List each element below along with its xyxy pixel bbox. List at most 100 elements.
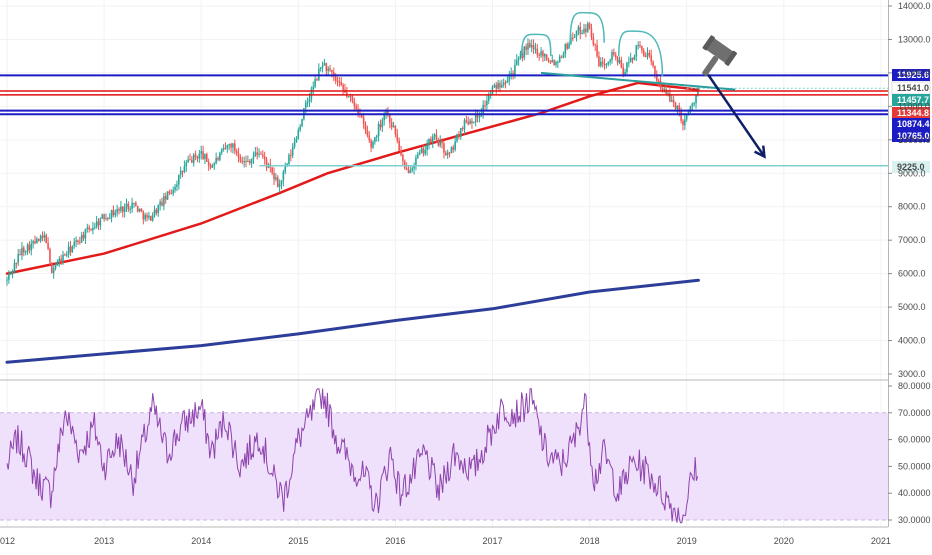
candle-body	[280, 180, 283, 184]
candle-body	[439, 141, 442, 146]
candle-body	[379, 124, 382, 128]
candle-body	[360, 114, 363, 118]
candle-body	[284, 166, 287, 172]
candle-body	[133, 202, 135, 204]
candle-body	[30, 243, 33, 251]
candle-body	[213, 163, 216, 166]
candle-body	[590, 28, 593, 38]
candle-body	[172, 190, 174, 194]
candle-body	[459, 128, 462, 138]
candle-body	[362, 117, 365, 125]
candle-body	[62, 254, 64, 262]
candle-body	[24, 251, 27, 253]
candle-body	[321, 65, 324, 68]
candle-body	[334, 76, 337, 81]
candle-body	[342, 85, 344, 90]
candle-body	[646, 52, 649, 57]
candle-body	[661, 87, 664, 91]
candle-body	[684, 119, 686, 126]
candle-body	[613, 52, 615, 55]
candle-body	[34, 241, 36, 244]
candle-body	[149, 215, 152, 221]
time-tick-label: 2018	[580, 536, 600, 546]
price-tick-label: 6000.0	[898, 269, 926, 279]
candle-body	[418, 152, 421, 155]
candle-body	[215, 157, 217, 164]
candle-body	[577, 26, 580, 31]
candle-body	[536, 48, 539, 55]
gavel-handle	[702, 55, 719, 76]
candle-body	[605, 63, 608, 66]
candle-body	[168, 191, 171, 193]
candle-body	[547, 59, 550, 61]
candle-body	[670, 99, 673, 102]
candle-body	[557, 61, 559, 63]
rsi-line	[6, 388, 699, 524]
candle-body	[691, 103, 694, 106]
candle-body	[484, 105, 486, 107]
candle-body	[273, 172, 275, 180]
candle-body	[226, 145, 229, 149]
candle-body	[262, 154, 264, 157]
candle-body	[276, 177, 279, 187]
candle-body	[543, 54, 546, 57]
candle-body	[131, 202, 133, 209]
candle-body	[206, 154, 208, 162]
candle-body	[532, 45, 535, 49]
candle-body	[499, 83, 501, 88]
candle-body	[176, 184, 178, 187]
candle-body	[163, 196, 165, 206]
gavel-icon	[702, 35, 738, 76]
candle-body	[622, 67, 625, 77]
candle-body	[448, 152, 451, 154]
candle-body	[512, 73, 514, 75]
price-tick-label: 4000.0	[898, 336, 926, 346]
candle-body	[239, 157, 242, 162]
candle-body	[654, 65, 656, 75]
candle-body	[659, 81, 662, 88]
candle-body	[37, 238, 40, 241]
candle-body	[288, 154, 290, 164]
candle-body	[222, 148, 225, 150]
candle-body	[101, 214, 104, 219]
candle-body	[394, 125, 397, 135]
candle-body	[252, 156, 255, 159]
candle-body	[299, 126, 301, 131]
candle-body	[530, 45, 533, 48]
candle-body	[644, 55, 647, 57]
candle-body	[618, 60, 621, 63]
price-tag-box	[892, 118, 930, 130]
candle-body	[450, 147, 453, 153]
candle-body	[437, 140, 440, 146]
candle-body	[635, 45, 638, 57]
candle-body	[329, 68, 331, 70]
candle-body	[592, 37, 595, 45]
candle-body	[198, 153, 201, 159]
candle-body	[161, 201, 163, 206]
candle-body	[116, 209, 118, 213]
candle-body	[364, 124, 367, 131]
candle-body	[247, 160, 249, 162]
candle-body	[611, 52, 613, 61]
candle-body	[366, 130, 369, 136]
time-tick-label: 2020	[774, 536, 794, 546]
candle-body	[23, 247, 25, 253]
price-tag-label: 11541.0	[897, 83, 929, 93]
price-tick-label: 14000.0	[898, 1, 931, 11]
candle-body	[19, 254, 21, 256]
candle-body	[69, 246, 72, 253]
price-tick-label: 10000.0	[898, 135, 931, 145]
candle-body	[140, 208, 143, 212]
candle-body	[45, 234, 48, 243]
candle-body	[525, 46, 527, 50]
candle-body	[573, 36, 576, 38]
candle-body	[123, 206, 126, 213]
candle-body	[377, 124, 380, 136]
candle-body	[245, 161, 247, 163]
candle-body	[508, 76, 511, 81]
candle-body	[177, 174, 180, 185]
candle-body	[164, 196, 167, 200]
